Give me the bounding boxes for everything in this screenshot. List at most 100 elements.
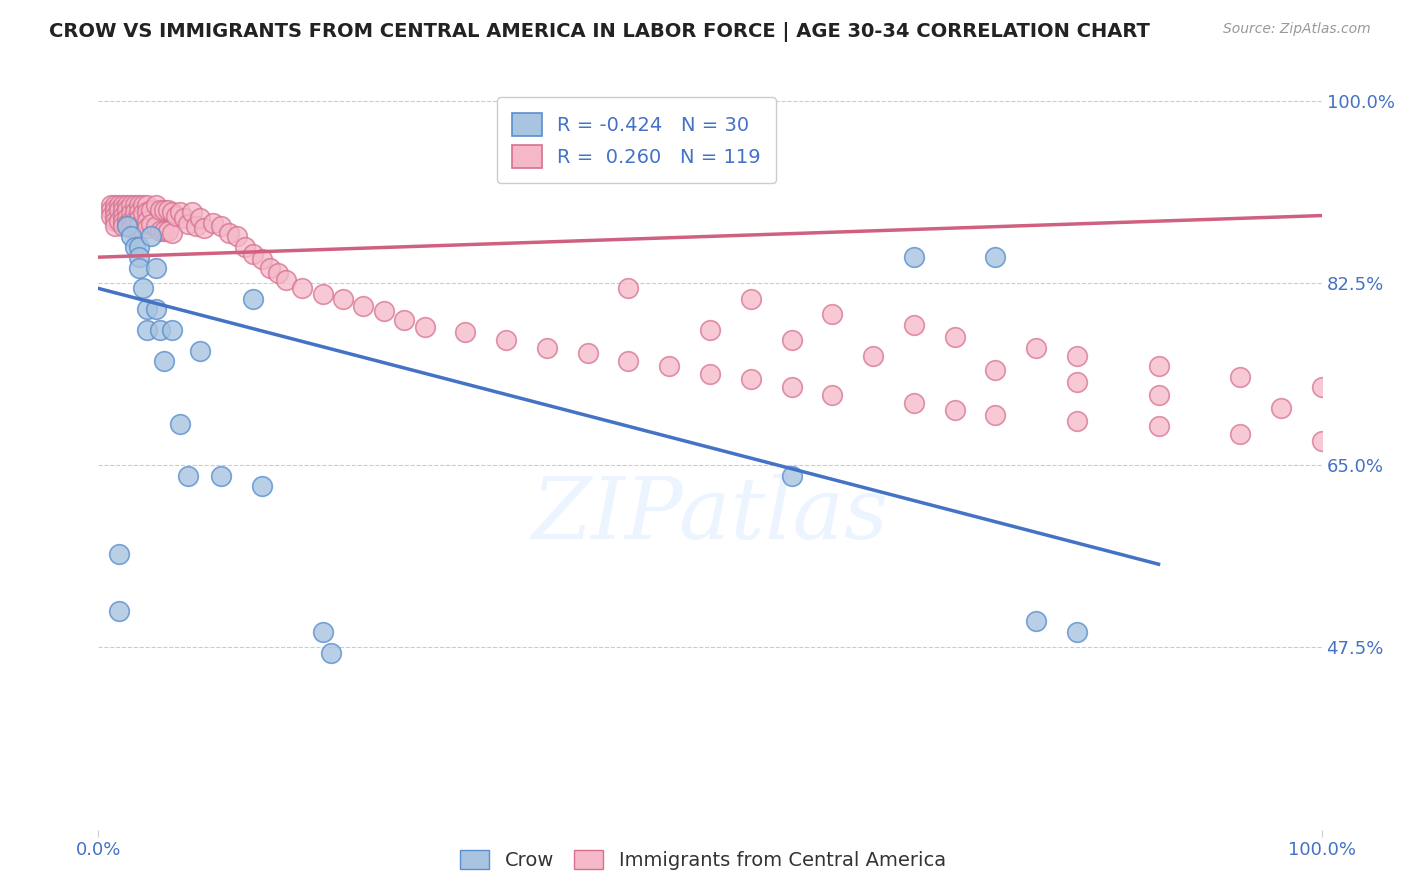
Point	[821, 387, 844, 401]
Point	[495, 334, 517, 348]
Point	[120, 198, 142, 212]
Point	[156, 224, 179, 238]
Text: CROW VS IMMIGRANTS FROM CENTRAL AMERICA IN LABOR FORCE | AGE 30-34 CORRELATION C: CROW VS IMMIGRANTS FROM CENTRAL AMERICA …	[49, 22, 1150, 42]
Point	[128, 260, 150, 275]
Point	[1351, 411, 1374, 425]
Point	[169, 205, 191, 219]
Point	[145, 302, 167, 317]
Point	[291, 281, 314, 295]
Point	[413, 319, 436, 334]
Point	[124, 198, 146, 212]
Point	[177, 217, 200, 231]
Point	[128, 250, 150, 264]
Point	[120, 213, 142, 227]
Point	[1392, 391, 1406, 405]
Point	[352, 299, 374, 313]
Point	[233, 240, 256, 254]
Point	[104, 198, 127, 212]
Point	[617, 354, 640, 368]
Point	[1270, 401, 1292, 416]
Point	[149, 203, 172, 218]
Point	[1310, 380, 1333, 394]
Point	[132, 206, 155, 220]
Point	[1066, 414, 1088, 428]
Point	[160, 205, 183, 219]
Point	[454, 325, 477, 339]
Point	[104, 203, 127, 218]
Point	[128, 205, 150, 219]
Point	[111, 213, 134, 227]
Point	[115, 211, 138, 225]
Point	[250, 252, 273, 267]
Point	[100, 203, 122, 218]
Point	[1147, 359, 1170, 374]
Point	[259, 260, 281, 275]
Point	[149, 224, 172, 238]
Point	[1310, 434, 1333, 449]
Point	[740, 292, 762, 306]
Point	[392, 312, 416, 326]
Point	[120, 221, 142, 235]
Point	[209, 219, 232, 233]
Point	[177, 468, 200, 483]
Point	[128, 198, 150, 212]
Point	[218, 227, 240, 241]
Point	[115, 217, 138, 231]
Point	[1229, 427, 1251, 442]
Point	[1066, 349, 1088, 363]
Point	[115, 203, 138, 218]
Point	[136, 323, 159, 337]
Point	[136, 302, 159, 317]
Point	[332, 292, 354, 306]
Point	[1066, 375, 1088, 389]
Point	[536, 341, 558, 355]
Point	[373, 304, 395, 318]
Point	[108, 604, 131, 618]
Point	[128, 240, 150, 254]
Point	[943, 330, 966, 344]
Point	[124, 205, 146, 219]
Point	[201, 216, 224, 230]
Point	[152, 203, 174, 218]
Point	[132, 198, 155, 212]
Point	[903, 250, 925, 264]
Point	[115, 198, 138, 212]
Point	[312, 286, 335, 301]
Point	[984, 409, 1007, 423]
Point	[104, 219, 127, 233]
Legend: R = -0.424   N = 30, R =  0.260   N = 119: R = -0.424 N = 30, R = 0.260 N = 119	[496, 97, 776, 183]
Point	[780, 334, 803, 348]
Point	[943, 403, 966, 417]
Point	[160, 323, 183, 337]
Point	[617, 281, 640, 295]
Point	[141, 217, 163, 231]
Point	[108, 213, 131, 227]
Point	[100, 209, 122, 223]
Point	[111, 219, 134, 233]
Point	[1147, 418, 1170, 433]
Point	[104, 213, 127, 227]
Point	[104, 209, 127, 223]
Point	[242, 292, 264, 306]
Point	[120, 229, 142, 244]
Point	[319, 646, 342, 660]
Point	[111, 209, 134, 223]
Point	[152, 354, 174, 368]
Point	[100, 198, 122, 212]
Point	[108, 547, 131, 561]
Point	[1025, 615, 1047, 629]
Point	[209, 468, 232, 483]
Point	[658, 359, 681, 374]
Point	[188, 211, 212, 225]
Point	[145, 198, 167, 212]
Point	[274, 273, 297, 287]
Point	[108, 203, 131, 218]
Point	[1066, 624, 1088, 639]
Point	[136, 221, 159, 235]
Point	[124, 240, 146, 254]
Point	[862, 349, 884, 363]
Point	[780, 380, 803, 394]
Point	[242, 247, 264, 261]
Point	[128, 211, 150, 226]
Text: Source: ZipAtlas.com: Source: ZipAtlas.com	[1223, 22, 1371, 37]
